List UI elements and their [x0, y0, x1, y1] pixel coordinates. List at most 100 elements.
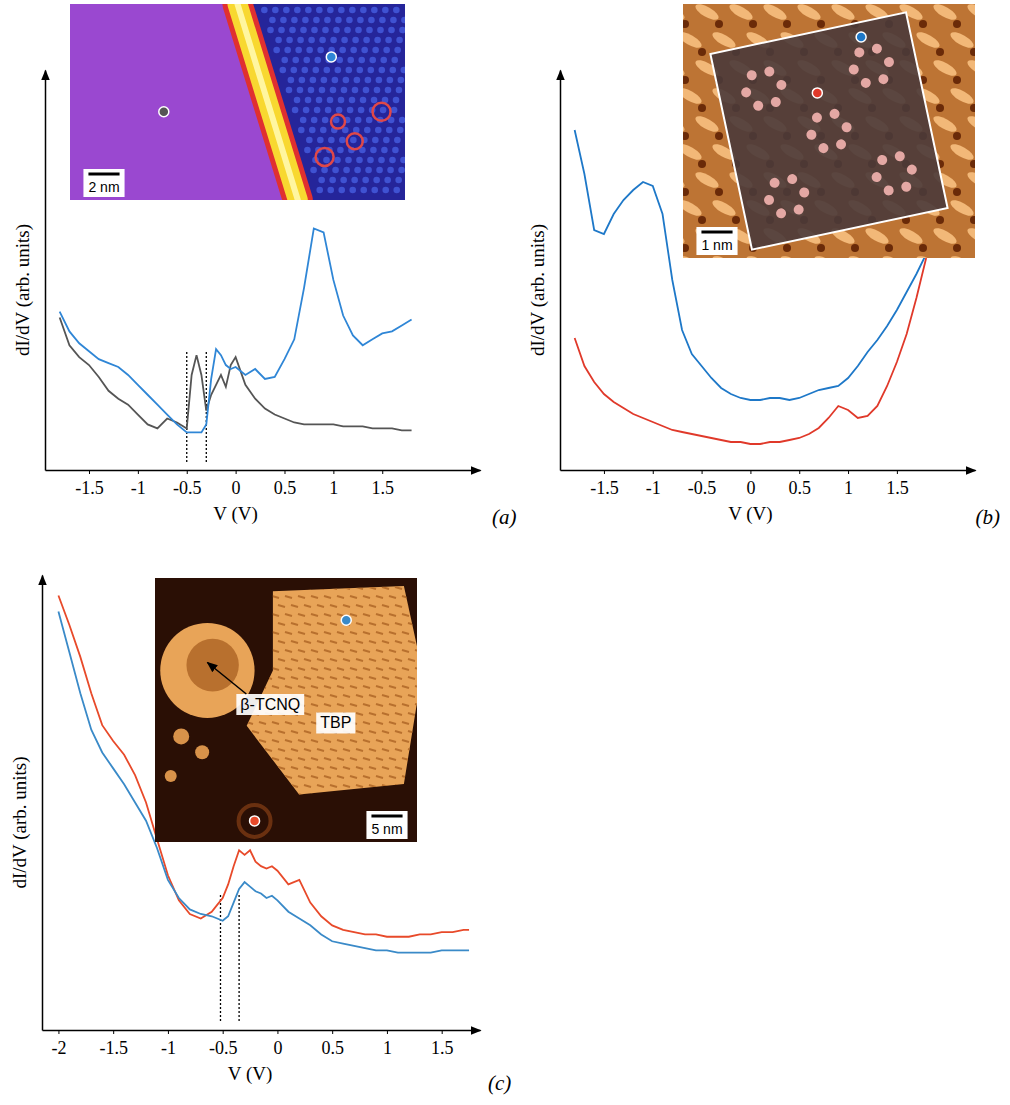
- inset-texture-line: [330, 641, 337, 643]
- inset-step-edge: [238, 4, 298, 200]
- inset-shadow: [953, 132, 961, 140]
- x-tick: 0: [273, 1030, 282, 1058]
- inset-molecule: [897, 225, 925, 247]
- inset-texture-line: [389, 650, 396, 652]
- inset-texture-line: [363, 722, 370, 724]
- inset-texture-line: [298, 650, 305, 652]
- inset-texture-line: [200, 821, 207, 823]
- inset-region: [238, 4, 406, 200]
- inset-texture-line: [317, 677, 324, 679]
- inset-texture-line: [304, 803, 311, 805]
- inset-texture-line: [408, 605, 415, 607]
- inset-molecule: [683, 57, 687, 79]
- inset-texture-line: [363, 650, 370, 652]
- inset-lattice: [374, 87, 381, 94]
- inset-texture-line: [343, 767, 350, 769]
- inset-texture-line: [382, 767, 389, 769]
- inset-molecule: [710, 197, 738, 219]
- inset-texture-line: [168, 614, 175, 616]
- inset-texture-line: [298, 686, 305, 688]
- tick-mark: [168, 1030, 169, 1034]
- inset-overlay-atom: [835, 138, 847, 150]
- inset-texture-line: [363, 668, 370, 670]
- inset-texture-line: [324, 830, 331, 832]
- inset-texture-line: [395, 695, 402, 697]
- inset-lattice: [368, 67, 375, 74]
- inset-texture-line: [285, 632, 292, 634]
- inset-texture-line: [369, 587, 376, 589]
- inset-texture-line: [181, 596, 188, 598]
- inset-texture-line: [402, 758, 409, 760]
- inset-texture-line: [291, 767, 298, 769]
- inset-texture-line: [161, 785, 168, 787]
- inset-lattice: [284, 47, 291, 54]
- inset-texture-line: [337, 830, 344, 832]
- inset-molecule: [948, 29, 975, 51]
- inset-texture-line: [265, 587, 272, 589]
- inset-feature: [347, 133, 363, 149]
- inset-overlay-atom: [763, 66, 775, 78]
- x-tick: -1: [161, 1030, 176, 1058]
- inset-texture-line: [220, 794, 227, 796]
- y-axis: [560, 71, 561, 471]
- inset-lattice: [379, 67, 386, 74]
- inset-lattice: [390, 67, 397, 74]
- inset-lattice: [391, 107, 398, 114]
- x-axis: -2-1.5-1-0.500.511.5: [43, 1030, 481, 1058]
- inset-texture-line: [285, 812, 292, 814]
- inset-texture-line: [324, 758, 331, 760]
- inset-texture-line: [246, 722, 253, 724]
- inset-texture-line: [337, 596, 344, 598]
- inset-blob: [173, 728, 189, 744]
- inset-texture-line: [408, 659, 415, 661]
- inset-overlay-atom: [871, 43, 883, 55]
- inset-texture-line: [317, 587, 324, 589]
- inset-texture-line: [337, 758, 344, 760]
- inset-texture-line: [174, 605, 181, 607]
- y-axis-title: dI/dV (arb. units): [9, 756, 31, 888]
- inset-texture-line: [415, 578, 417, 580]
- axis-line: [46, 470, 481, 472]
- inset-molecule: [683, 29, 704, 51]
- inset-texture-line: [285, 614, 292, 616]
- inset-texture-line: [369, 713, 376, 715]
- inset-texture-line: [278, 587, 285, 589]
- inset-texture-line: [376, 740, 383, 742]
- inset-texture-line: [389, 578, 396, 580]
- inset-texture-line: [356, 641, 363, 643]
- inset-texture-line: [285, 740, 292, 742]
- inset-texture-line: [395, 731, 402, 733]
- inset-molecule: [863, 225, 891, 247]
- inset-molecule: [846, 253, 874, 258]
- inset-lattice: [322, 117, 329, 124]
- inset-texture-line: [369, 695, 376, 697]
- inset-lattice: [366, 27, 373, 34]
- location-dot: [812, 88, 822, 98]
- inset-texture-line: [369, 767, 376, 769]
- inset-texture-line: [220, 722, 227, 724]
- inset-blob: [165, 770, 177, 782]
- inset-lattice: [291, 17, 298, 24]
- inset-lattice: [303, 57, 310, 64]
- inset-texture-line: [304, 749, 311, 751]
- inset-shadow: [851, 244, 859, 252]
- inset-shadow: [732, 216, 740, 224]
- inset-texture-line: [376, 794, 383, 796]
- inset-texture-line: [291, 731, 298, 733]
- inset-texture-line: [168, 830, 175, 832]
- inset-texture-line: [246, 776, 253, 778]
- inset-shadow: [698, 104, 706, 112]
- data-line: [575, 258, 927, 444]
- inset-lattice: [275, 37, 282, 44]
- inset-texture-line: [194, 578, 201, 580]
- inset-lattice: [371, 7, 378, 14]
- inset-label: TBP: [320, 714, 351, 731]
- inset-texture-line: [408, 641, 415, 643]
- inset-texture-line: [304, 587, 311, 589]
- inset-lattice: [365, 77, 372, 84]
- inset-lattice: [300, 27, 307, 34]
- scale-bar-label: 5 nm: [371, 821, 402, 837]
- inset-lattice: [310, 167, 317, 174]
- inset-lattice: [393, 187, 400, 194]
- inset-texture-line: [343, 677, 350, 679]
